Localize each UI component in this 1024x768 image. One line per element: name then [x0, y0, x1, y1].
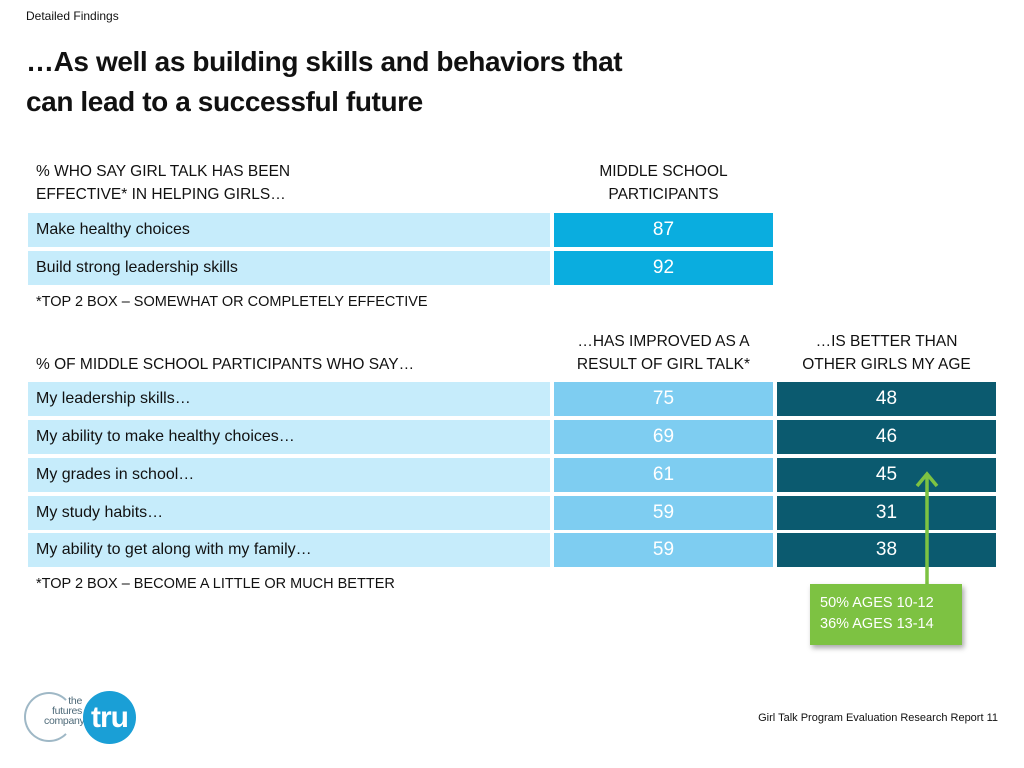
- section-label: Detailed Findings: [26, 9, 119, 23]
- table2-question: % OF MIDDLE SCHOOL PARTICIPANTS WHO SAY…: [36, 356, 415, 373]
- tru-logo: tru: [83, 691, 136, 744]
- better-value: 48: [777, 382, 996, 416]
- improved-value: 59: [554, 496, 773, 530]
- table1-column-header-line-2: PARTICIPANTS: [608, 186, 719, 203]
- report-footer: Girl Talk Program Evaluation Research Re…: [758, 712, 998, 724]
- table1-footnote: *TOP 2 BOX – SOMEWHAT OR COMPLETELY EFFE…: [36, 294, 428, 310]
- improved-value: 75: [554, 382, 773, 416]
- table1-question-line-1: % WHO SAY GIRL TALK HAS BEEN: [36, 163, 291, 180]
- better-value: 45: [777, 458, 996, 492]
- better-value: 38: [777, 533, 996, 567]
- row-label: My ability to make healthy choices…: [28, 420, 550, 454]
- improved-header-line-1: …HAS IMPROVED AS A: [577, 333, 750, 350]
- improved-header-line-2: RESULT OF GIRL TALK*: [576, 356, 751, 373]
- callout-line-2: 36% AGES 13-14: [820, 616, 934, 632]
- age-callout: 50% AGES 10-12 36% AGES 13-14: [810, 584, 962, 645]
- table2-column-improved-header: …HAS IMPROVED AS A RESULT OF GIRL TALK*: [554, 330, 773, 376]
- table1-question-line-2: EFFECTIVE* IN HELPING GIRLS…: [36, 186, 286, 203]
- row-label: Make healthy choices: [28, 213, 550, 247]
- callout-line-1: 50% AGES 10-12: [820, 595, 934, 611]
- table1-column-header: MIDDLE SCHOOL PARTICIPANTS: [554, 160, 773, 206]
- row-value: 87: [554, 213, 773, 247]
- improved-value: 61: [554, 458, 773, 492]
- row-label: My ability to get along with my family…: [28, 533, 550, 567]
- better-value: 46: [777, 420, 996, 454]
- row-label: My grades in school…: [28, 458, 550, 492]
- title-line-1: …As well as building skills and behavior…: [26, 46, 623, 77]
- up-arrow-icon: [915, 471, 939, 586]
- row-label: Build strong leadership skills: [28, 251, 550, 285]
- better-header-line-1: …IS BETTER THAN: [815, 333, 958, 350]
- better-value: 31: [777, 496, 996, 530]
- page-title: …As well as building skills and behavior…: [26, 42, 746, 122]
- row-value: 92: [554, 251, 773, 285]
- improved-value: 69: [554, 420, 773, 454]
- better-header-line-2: OTHER GIRLS MY AGE: [802, 356, 971, 373]
- table1-question: % WHO SAY GIRL TALK HAS BEEN EFFECTIVE* …: [36, 160, 290, 206]
- futures-company-logo: the futures company: [24, 690, 85, 742]
- table2-footnote: *TOP 2 BOX – BECOME A LITTLE OR MUCH BET…: [36, 576, 395, 592]
- logo-ring-icon: [24, 692, 74, 742]
- row-label: My study habits…: [28, 496, 550, 530]
- table1-column-header-line-1: MIDDLE SCHOOL: [599, 163, 728, 180]
- improved-value: 59: [554, 533, 773, 567]
- row-label: My leadership skills…: [28, 382, 550, 416]
- table2-column-better-header: …IS BETTER THAN OTHER GIRLS MY AGE: [777, 330, 996, 376]
- title-line-2: can lead to a successful future: [26, 86, 423, 117]
